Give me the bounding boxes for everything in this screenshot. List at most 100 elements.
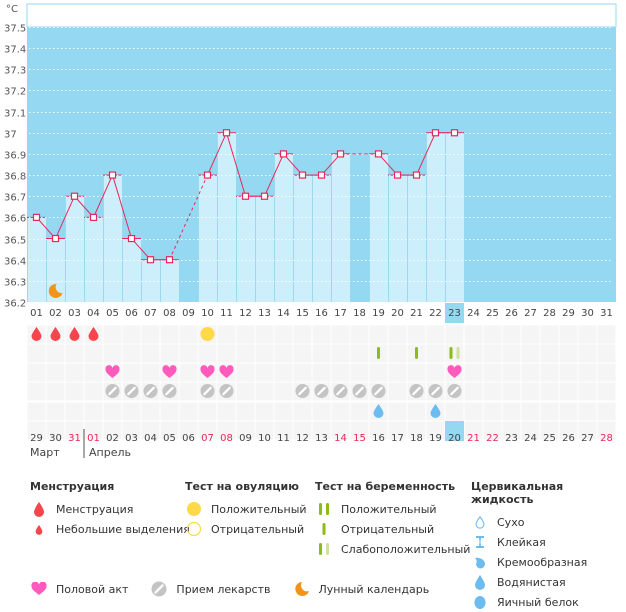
event-cell [464, 421, 483, 440]
y-tick-label: 36.6 [4, 214, 26, 225]
ovulation-positive-icon [200, 327, 215, 341]
y-tick-label: 37.3 [4, 66, 26, 77]
temperature-segment [93, 174, 113, 218]
x-tick-label: 16 [315, 308, 328, 319]
temperature-point [298, 171, 307, 179]
event-cell [407, 325, 426, 344]
heart-icon [219, 365, 234, 378]
calendar-date-label: 01 [87, 433, 100, 444]
event-cell [331, 421, 350, 440]
event-cell [236, 382, 255, 401]
heart-icon [105, 365, 120, 378]
x-tick-label: 23 [448, 308, 461, 319]
event-cell [179, 344, 198, 363]
calendar-date-label: 03 [125, 433, 138, 444]
legend-item-sticky: Клейкая [471, 532, 626, 552]
event-cell [540, 325, 559, 344]
event-cell [540, 382, 559, 401]
temperature-bar [426, 132, 445, 302]
legend-item-pregnancy-positive: Положительный [315, 499, 470, 519]
temperature-bar [407, 175, 426, 302]
temperature-point [146, 256, 155, 264]
temperature-segment [207, 132, 227, 176]
x-tick-label: 21 [410, 308, 423, 319]
event-cell [445, 325, 464, 344]
temperature-segment [55, 196, 75, 239]
event-cell [198, 421, 217, 440]
calendar-date-label: 21 [467, 433, 480, 444]
menstruation-drop-icon [69, 327, 80, 342]
event-cell [502, 344, 521, 363]
event-cell [578, 421, 597, 440]
calendar-date-label: 30 [49, 433, 62, 444]
event-cell [141, 402, 160, 421]
x-tick-label: 01 [30, 308, 43, 319]
temperature-bar [198, 175, 217, 302]
hourglass-icon [471, 533, 489, 551]
x-tick-label: 25 [486, 308, 499, 319]
event-cell [445, 344, 464, 363]
x-tick-label: 03 [68, 308, 81, 319]
event-cell [27, 382, 46, 401]
heart-icon [200, 365, 215, 378]
event-cell [255, 421, 274, 440]
temperature-bar [160, 259, 179, 302]
y-tick-label: 36.7 [4, 193, 26, 204]
event-cell [217, 421, 236, 440]
event-cell [559, 344, 578, 363]
temperature-bar [84, 217, 103, 302]
watery-fluid-icon [373, 404, 384, 418]
event-cell [445, 402, 464, 421]
event-cell [331, 325, 350, 344]
event-cell [255, 402, 274, 421]
heart-icon [162, 365, 177, 378]
event-cell [141, 344, 160, 363]
event-cell [597, 344, 616, 363]
calendar-date-label: 25 [543, 433, 556, 444]
pregnancy-weak-bar-icon [449, 347, 453, 359]
y-tick-label: 36.5 [4, 236, 26, 247]
pill-stripe [431, 386, 440, 396]
calendar-date-label: 02 [106, 433, 119, 444]
legend-menstruation: Менструация Менструация Небольшие выделе… [30, 480, 190, 539]
temperature-bar [255, 196, 274, 302]
event-cell [597, 325, 616, 344]
legend-cervical-fluid: Цервикальная жидкость Сухо Клейкая Кремо… [471, 480, 626, 612]
event-cell [179, 325, 198, 344]
event-cell [274, 382, 293, 401]
watery-fluid-icon [430, 404, 441, 418]
y-tick-label: 36.2 [4, 299, 26, 310]
event-cell [179, 402, 198, 421]
event-cell [84, 344, 103, 363]
filled-circle-icon [185, 500, 203, 518]
event-cell [236, 363, 255, 382]
temperature-bar [331, 153, 350, 302]
event-cell [217, 402, 236, 421]
event-cell [122, 363, 141, 382]
x-tick-label: 10 [201, 308, 214, 319]
event-cell [578, 344, 597, 363]
x-tick-label: 17 [334, 308, 347, 319]
temperature-point [317, 171, 326, 179]
event-cell [540, 421, 559, 440]
calendar-date-label: 19 [429, 433, 442, 444]
x-tick-label: 24 [467, 308, 480, 319]
event-cell [198, 344, 217, 363]
temperature-point [374, 150, 383, 158]
y-tick-label: 37.5 [4, 24, 26, 35]
double-bar-icon [315, 500, 333, 518]
x-tick-label: 11 [220, 308, 233, 319]
menstruation-drop-icon [50, 327, 61, 342]
temperature-point [336, 150, 345, 158]
temperature-bar [122, 238, 141, 302]
y-tick-label: 36.8 [4, 172, 26, 183]
temperature-bar [312, 175, 331, 302]
event-cell [65, 402, 84, 421]
chart-top-band [26, 3, 617, 28]
event-cell [578, 325, 597, 344]
x-tick-label: 14 [277, 308, 290, 319]
calendar-date-label: 11 [277, 433, 290, 444]
menstruation-drop-icon [88, 327, 99, 342]
event-cell [65, 421, 84, 440]
event-cell [540, 402, 559, 421]
